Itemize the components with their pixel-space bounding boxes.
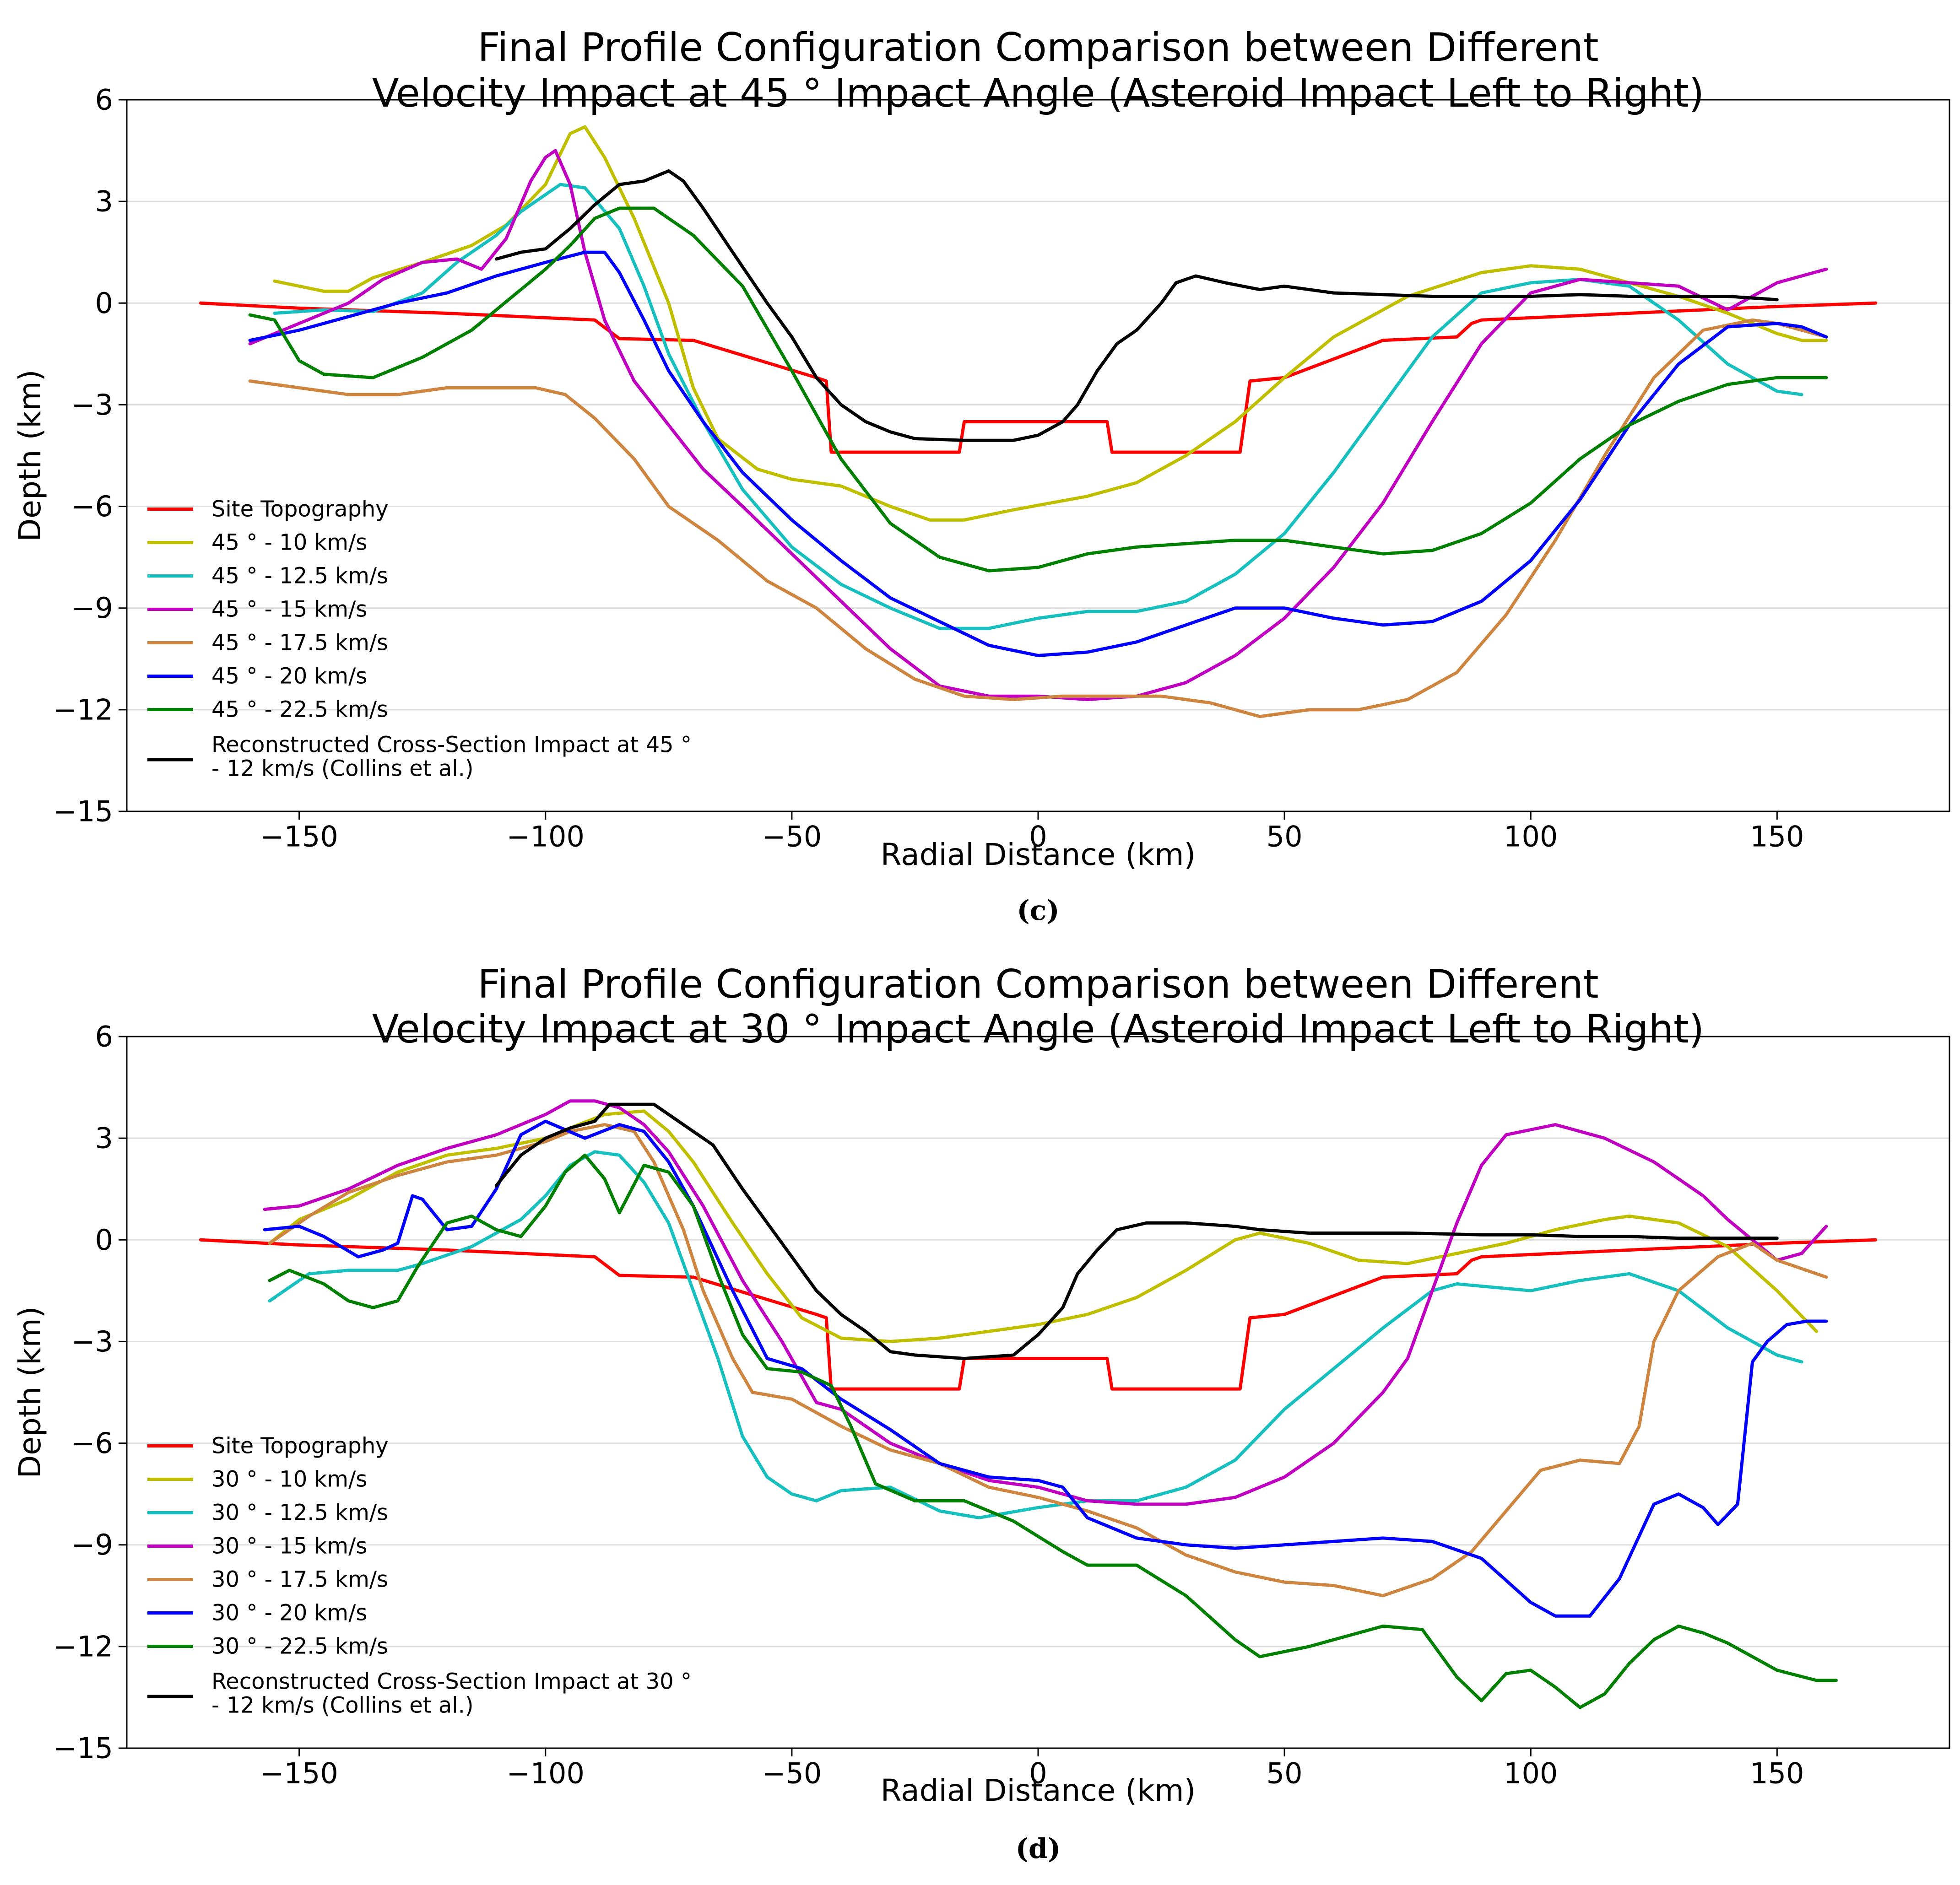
legend-label-5: 30 ° - 20 km/s	[211, 1600, 367, 1626]
legend-label-5: 45 ° - 20 km/s	[211, 664, 367, 689]
x-tick-label: 0	[1029, 820, 1047, 853]
legend-label-7-line-1: Reconstructed Cross-Section Impact at 45…	[211, 732, 692, 758]
y-axis-label: Depth (km)	[12, 369, 48, 541]
y-tick-label: −15	[53, 1732, 113, 1765]
legend-label-0: Site Topography	[211, 1433, 389, 1459]
y-tick-label: −6	[71, 490, 113, 523]
chart-title-line-2: Velocity Impact at 30 ° Impact Angle (As…	[372, 1006, 1704, 1052]
chart-title-line-2: Velocity Impact at 45 ° Impact Angle (As…	[372, 70, 1704, 116]
legend-label-3: 45 ° - 15 km/s	[211, 597, 367, 622]
series-line-4	[268, 1123, 1828, 1598]
series-line-6	[268, 1153, 1838, 1709]
y-tick-label: 0	[95, 1223, 113, 1257]
series-line-5	[263, 1119, 1828, 1618]
legend-label-6: 30 ° - 22.5 km/s	[211, 1634, 388, 1659]
y-tick-label: −3	[71, 1325, 113, 1358]
x-tick-label: 50	[1267, 820, 1303, 853]
legend-label-2: 45 ° - 12.5 km/s	[211, 563, 388, 589]
series-line-5	[248, 250, 1828, 657]
x-axis-label: Radial Distance (km)	[881, 1773, 1196, 1808]
legend-label-2: 30 ° - 12.5 km/s	[211, 1500, 388, 1526]
y-tick-label: −12	[53, 693, 113, 726]
y-tick-label: 6	[95, 83, 113, 117]
x-tick-label: 150	[1750, 820, 1804, 853]
series-line-7	[494, 169, 1779, 442]
y-tick-label: −9	[71, 1528, 113, 1561]
x-tick-label: 100	[1504, 820, 1558, 853]
series-line-2	[273, 183, 1803, 630]
chart-panel-c: Final Profile Configuration Comparison b…	[12, 25, 1950, 927]
x-tick-label: −100	[507, 820, 585, 853]
x-axis-label: Radial Distance (km)	[881, 837, 1196, 872]
x-tick-label: −150	[260, 820, 338, 853]
x-tick-label: −50	[762, 1756, 822, 1790]
x-tick-label: −50	[762, 820, 822, 853]
legend-label-7-line-2: - 12 km/s (Collins et al.)	[211, 756, 474, 782]
x-tick-label: 50	[1267, 1756, 1303, 1790]
legend-label-1: 45 ° - 10 km/s	[211, 530, 367, 556]
y-tick-label: −15	[53, 795, 113, 828]
y-tick-label: 6	[95, 1020, 113, 1053]
legend-label-6: 45 ° - 22.5 km/s	[211, 697, 388, 723]
x-tick-label: 100	[1504, 1756, 1558, 1790]
series-line-2	[268, 1150, 1803, 1519]
x-tick-label: −100	[507, 1756, 585, 1790]
legend-label-1: 30 ° - 10 km/s	[211, 1467, 367, 1492]
legend-label-7-line-2: - 12 km/s (Collins et al.)	[211, 1693, 474, 1718]
legend-label-3: 30 ° - 15 km/s	[211, 1534, 367, 1559]
x-tick-label: 150	[1750, 1756, 1804, 1790]
panel-caption: (d)	[1016, 1833, 1061, 1865]
y-tick-label: 3	[95, 1122, 113, 1155]
series-group	[199, 1099, 1878, 1709]
y-tick-label: −9	[71, 591, 113, 625]
series-line-0	[199, 1238, 1878, 1391]
y-axis-label: Depth (km)	[12, 1306, 48, 1478]
series-group	[199, 125, 1878, 718]
legend: Site Topography 30 ° - 10 km/s 30 ° - 12.5…	[147, 1433, 692, 1718]
legend-label-4: 45 ° - 17.5 km/s	[211, 630, 388, 656]
chart-panel-d: Final Profile Configuration Comparison b…	[12, 961, 1950, 1865]
legend-label-4: 30 ° - 17.5 km/s	[211, 1567, 388, 1593]
chart-title-line-1: Final Profile Configuration Comparison b…	[477, 25, 1598, 70]
y-tick-label: −6	[71, 1426, 113, 1460]
x-tick-label: 0	[1029, 1756, 1047, 1790]
legend: Site Topography 45 ° - 10 km/s 45 ° - 12.5…	[147, 497, 692, 782]
panel-caption: (c)	[1017, 895, 1059, 927]
chart-title-line-1: Final Profile Configuration Comparison b…	[477, 961, 1598, 1007]
x-tick-label: −150	[260, 1756, 338, 1790]
y-tick-label: 0	[95, 286, 113, 320]
series-line-7	[494, 1102, 1779, 1360]
y-tick-label: 3	[95, 185, 113, 218]
legend-label-0: Site Topography	[211, 497, 389, 522]
legend-label-7-line-1: Reconstructed Cross-Section Impact at 30…	[211, 1669, 692, 1695]
series-line-3	[248, 149, 1828, 702]
y-tick-label: −3	[71, 388, 113, 421]
series-line-6	[248, 206, 1828, 573]
y-tick-label: −12	[53, 1630, 113, 1663]
series-line-3	[263, 1099, 1828, 1506]
